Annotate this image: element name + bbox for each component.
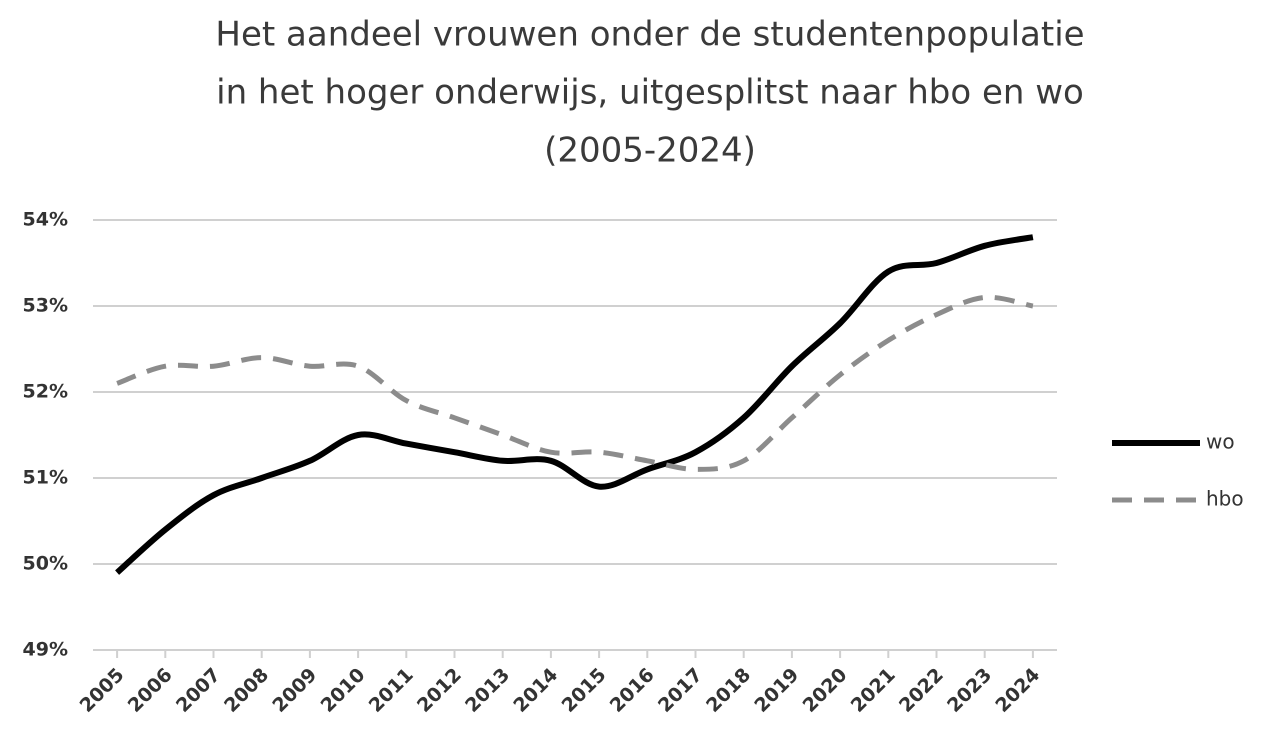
x-tick-label: 2013 — [461, 664, 514, 717]
x-tick-label: 2007 — [172, 664, 225, 717]
y-tick-label: 54% — [23, 209, 68, 231]
x-tick-label: 2015 — [558, 664, 611, 717]
x-tick-label: 2009 — [268, 664, 321, 717]
legend-label: hbo — [1206, 487, 1244, 511]
x-tick-label: 2024 — [991, 664, 1044, 717]
x-tick-label: 2018 — [702, 664, 755, 717]
x-tick-label: 2006 — [124, 664, 177, 717]
x-tick-label: 2016 — [606, 664, 659, 717]
x-tick-label: 2008 — [220, 664, 273, 717]
line-series — [116, 294, 1034, 472]
x-tick-label: 2005 — [76, 664, 129, 717]
y-tick-label: 50% — [23, 553, 68, 575]
x-tick-label: 2014 — [509, 664, 562, 717]
chart-title: in het hoger onderwijs, uitgesplitst naa… — [216, 73, 1084, 113]
chart-title: Het aandeel vrouwen onder de studentenpo… — [215, 15, 1084, 55]
y-tick-label: 51% — [23, 467, 68, 489]
y-tick-label: 49% — [23, 639, 68, 661]
x-tick-label: 2021 — [847, 664, 900, 717]
x-tick-label: 2012 — [413, 664, 466, 717]
y-tick-label: 52% — [23, 381, 68, 403]
chart-title: (2005-2024) — [544, 131, 756, 171]
x-tick-label: 2017 — [654, 664, 707, 717]
x-tick-label: 2011 — [365, 664, 418, 717]
x-tick-label: 2019 — [750, 664, 803, 717]
legend-label: wo — [1206, 430, 1235, 454]
x-tick-label: 2020 — [799, 664, 852, 717]
line-series — [115, 234, 1034, 575]
x-tick-label: 2023 — [943, 664, 996, 717]
x-tick-label: 2010 — [317, 664, 370, 717]
x-tick-label: 2022 — [895, 664, 948, 717]
y-tick-label: 53% — [23, 295, 68, 317]
